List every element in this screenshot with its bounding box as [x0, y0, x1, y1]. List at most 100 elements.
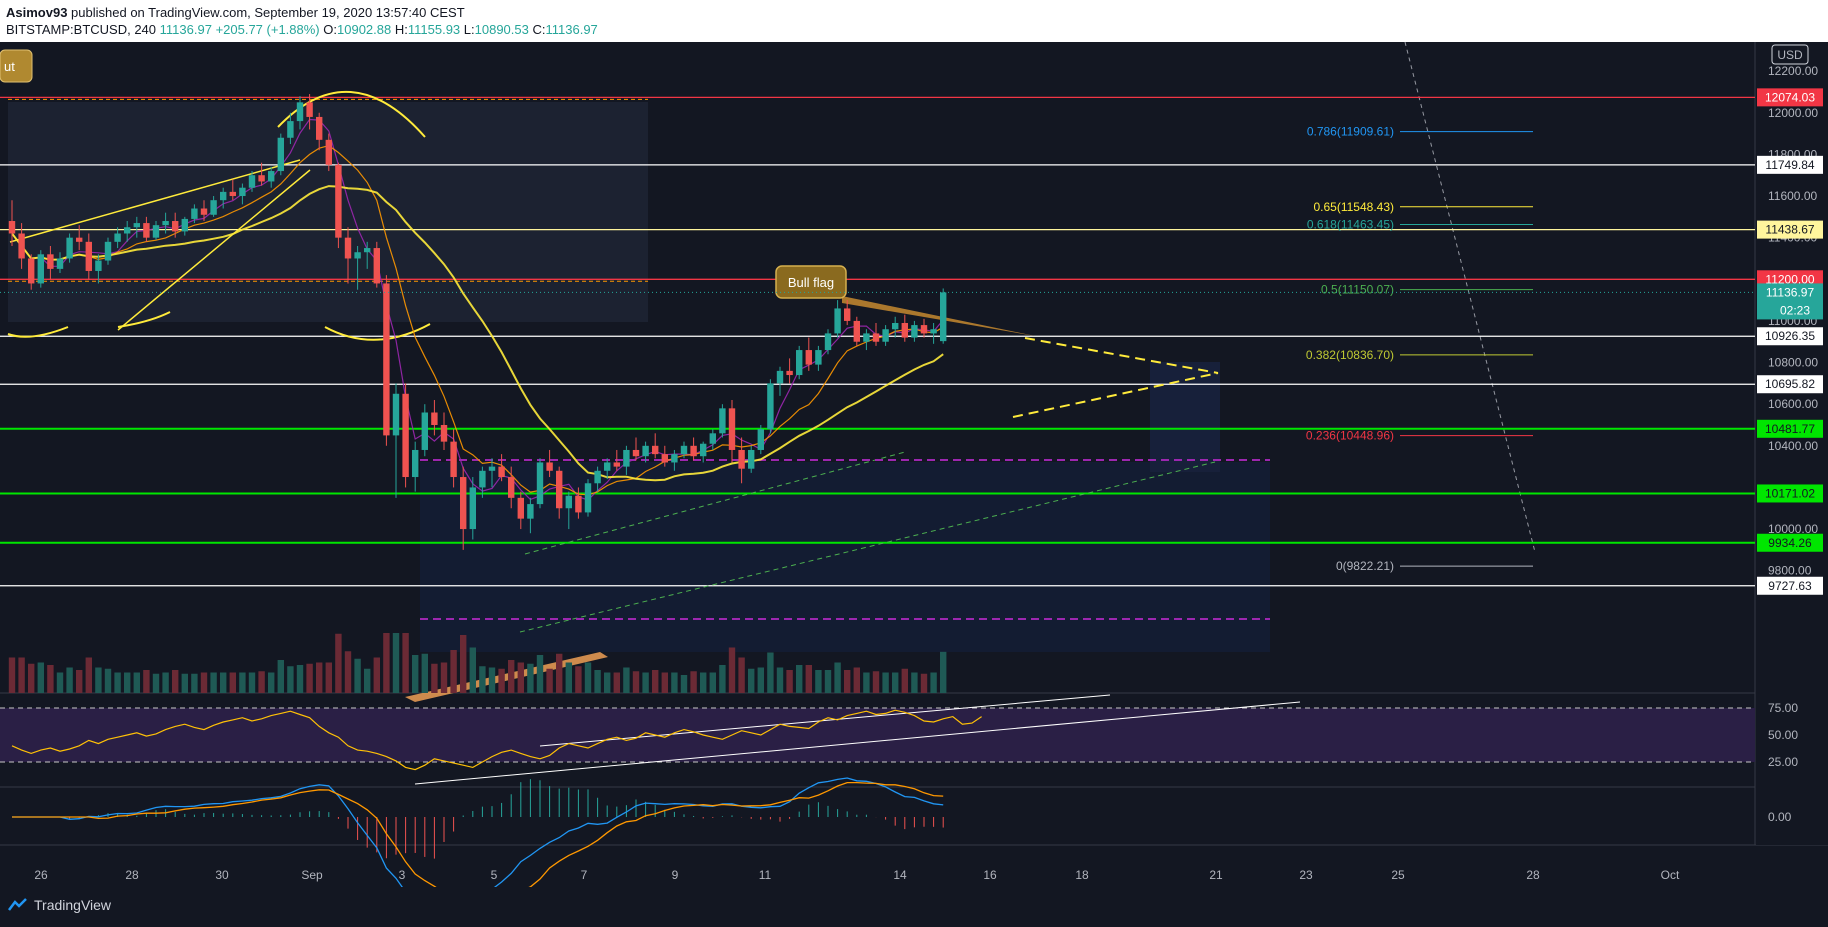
volume-bar-46: [450, 650, 457, 693]
candle-42: [412, 441, 419, 492]
macd-tick-0: 0.00: [1768, 810, 1792, 824]
volume-bar-74: [719, 665, 726, 693]
volume-bar-73: [709, 672, 716, 693]
candle-47: [460, 466, 467, 550]
candle-38: [373, 241, 380, 288]
volume-bar-27: [268, 672, 275, 693]
volume-bar-57: [556, 653, 563, 693]
volume-bar-71: [690, 671, 697, 693]
tradingview-brand: TradingView: [34, 897, 112, 913]
y-tick-0: 12200.00: [1768, 64, 1818, 78]
x-tick-9: 14: [893, 868, 907, 882]
volume-bar-90: [872, 671, 880, 693]
currency-badge[interactable]: USD: [1771, 44, 1809, 65]
volume-bar-31: [306, 663, 313, 693]
volume-bar-52: [508, 660, 515, 693]
volume-bar-23: [229, 672, 236, 693]
volume-bar-50: [488, 667, 496, 693]
volume-bar-37: [364, 668, 371, 693]
candle-14: [143, 216, 150, 242]
volume-bar-54: [527, 663, 534, 693]
footer-bar: TradingView: [0, 887, 1828, 927]
volume-bar-32: [316, 662, 323, 693]
level-price-label-1: 11749.84: [1757, 155, 1823, 174]
svg-text:10695.82: 10695.82: [1765, 377, 1815, 391]
x-tick-8: 11: [759, 868, 772, 882]
svg-text:9727.63: 9727.63: [1768, 579, 1812, 593]
ohlc-legend: BITSTAMP:BTCUSD, 240 11136.97 +205.77 (+…: [6, 22, 598, 37]
publish-text: published on TradingView.com, September …: [71, 5, 465, 20]
candle-96: [930, 323, 937, 344]
candle-65: [632, 437, 640, 461]
time-axis[interactable]: 26 28 30 Sep 3 5 7 9 11 14 16 18 21 23 25 28 Oct: [34, 868, 1680, 882]
candle-16: [162, 212, 169, 234]
candle-41: [402, 383, 409, 488]
candle-26: [258, 162, 265, 186]
volume-bar-16: [162, 672, 169, 693]
candle-80: [776, 366, 784, 396]
high-label: H:: [394, 22, 408, 37]
level-price-label-6: 10481.77: [1757, 419, 1823, 438]
volume-bar-94: [911, 672, 918, 693]
candle-22: [220, 187, 227, 209]
tradingview-logo[interactable]: TradingView: [8, 897, 111, 913]
bull-flag-callout[interactable]: Bull flag: [775, 265, 847, 299]
level-price-label-7: 10171.02: [1757, 484, 1823, 503]
fib-label-6: 0(9822.21): [1336, 559, 1394, 573]
candle-3: [37, 250, 44, 288]
volume-bar-86: [834, 662, 841, 693]
fibonacci-levels: 0.786(11909.61) 0.65(11548.43) 0.618(11463…: [1306, 125, 1533, 573]
volume-bar-85: [824, 670, 832, 693]
volume-bar-2: [28, 663, 35, 693]
volume-bar-8: [85, 657, 92, 693]
x-tick-15: 28: [1526, 868, 1540, 882]
volume-bar-77: [748, 668, 755, 693]
signal-line: [12, 781, 944, 887]
x-tick-13: 23: [1299, 868, 1313, 882]
open-value: 10902.88: [337, 22, 392, 37]
candle-92: [892, 316, 899, 338]
candle-56: [546, 449, 553, 478]
x-tick-1: 28: [125, 868, 139, 882]
volume-bar-35: [344, 651, 352, 693]
author-name[interactable]: Asimov93: [6, 5, 68, 20]
candle-50: [488, 458, 496, 488]
candle-1: [18, 223, 25, 269]
candle-86: [834, 300, 841, 338]
candle-84: [815, 345, 822, 371]
rsi-tick-1: 50.00: [1768, 728, 1798, 742]
high-value: 11155.93: [407, 22, 461, 37]
open-label: O:: [323, 22, 337, 37]
volume-bar-60: [584, 662, 592, 693]
volume-bar-75: [728, 647, 736, 693]
candles: [8, 94, 947, 550]
candle-97: [940, 288, 947, 344]
chart-canvas[interactable]: 0.786(11909.61) 0.65(11548.43) 0.618(11463…: [0, 42, 1828, 887]
candle-18: [181, 216, 188, 236]
volume-bar-33: [325, 662, 332, 693]
candle-62: [604, 458, 611, 480]
volume-bar-30: [296, 665, 304, 693]
candle-9: [95, 254, 102, 284]
candle-67: [652, 433, 659, 459]
fib-label-3: 0.5(11150.07): [1321, 283, 1394, 297]
moving-average-4: [11, 118, 944, 501]
svg-text:02:23: 02:23: [1780, 303, 1810, 317]
volume-bar-1: [18, 657, 25, 693]
candle-61: [594, 466, 601, 492]
rsi-tick-2: 25.00: [1768, 755, 1798, 769]
volume-bar-72: [700, 672, 707, 693]
volume-bar-63: [613, 672, 620, 693]
tradingview-icon: [8, 898, 27, 911]
candle-64: [623, 445, 630, 475]
y-tick-1: 12000.00: [1768, 106, 1818, 120]
volume-bar-25: [248, 672, 256, 693]
volume-bar-80: [776, 667, 784, 693]
candle-78: [757, 424, 764, 455]
volume-bar-0: [8, 657, 16, 693]
candle-24: [239, 183, 246, 205]
x-tick-14: 25: [1391, 868, 1405, 882]
candle-70: [680, 441, 688, 459]
volume-bar-36: [354, 658, 361, 693]
candle-74: [719, 404, 726, 438]
